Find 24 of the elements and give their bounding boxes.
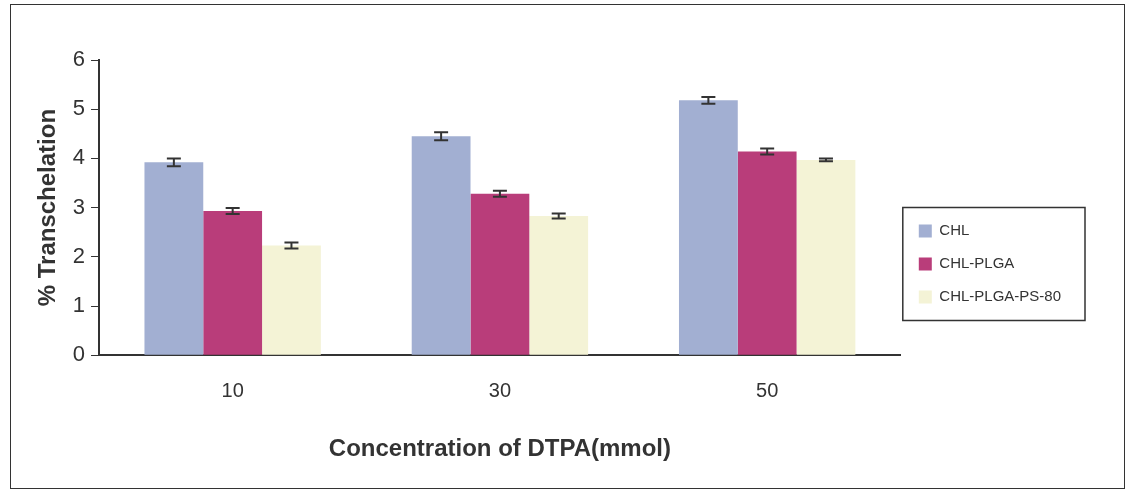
x-tick-label: 10	[221, 378, 244, 401]
y-tick-label: 5	[72, 95, 86, 121]
y-tick-label: 2	[72, 242, 86, 268]
legend-label: CHL-PLGA	[939, 254, 1015, 272]
y-tick-label: 4	[72, 144, 86, 170]
y-tick-label: 6	[72, 46, 86, 72]
legend-label: CHL	[939, 221, 970, 239]
bar	[262, 245, 321, 355]
y-tick-label: 3	[72, 193, 86, 219]
y-tick-label: 0	[72, 341, 86, 367]
bar	[144, 162, 204, 355]
legend-label: CHL-PLGA-PS-80	[939, 287, 1062, 305]
bar	[470, 193, 530, 355]
bar	[529, 215, 589, 355]
x-axis-title: Concentration of DTPA(mmol)	[328, 434, 672, 462]
bar	[737, 151, 797, 355]
bar	[411, 136, 471, 355]
bar	[796, 159, 856, 355]
y-tick-label: 1	[72, 292, 86, 318]
x-tick-label: 50	[756, 378, 779, 401]
bar	[203, 211, 263, 355]
bar	[678, 100, 738, 355]
x-tick-label: 30	[488, 378, 512, 401]
y-axis-title: % Transchelation	[33, 108, 61, 307]
